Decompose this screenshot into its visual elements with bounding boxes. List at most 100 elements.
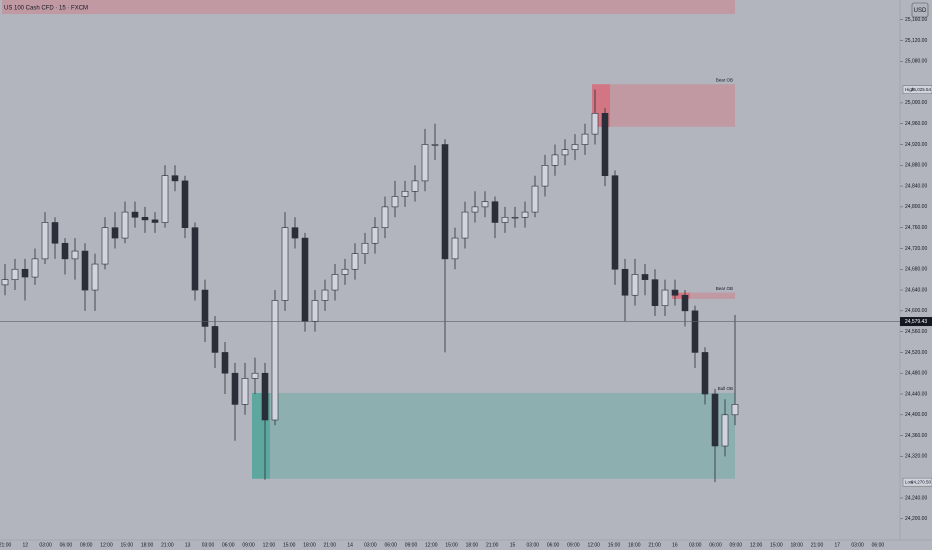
- x-tick-label: 12:00: [750, 542, 763, 548]
- candle-body: [661, 289, 669, 306]
- x-tick-label: 09:00: [730, 542, 743, 548]
- x-tick-label: 09:00: [567, 542, 580, 548]
- zone-label: Bear OB: [716, 286, 733, 291]
- x-tick-label: 12:00: [425, 542, 438, 548]
- zone: [592, 84, 735, 127]
- y-tick-label: 24,400.00: [905, 412, 927, 418]
- candle-body: [491, 201, 499, 223]
- candle-body: [301, 237, 309, 322]
- candle-body: [691, 310, 699, 353]
- zone: [672, 292, 735, 299]
- x-tick-label: 03:00: [364, 542, 377, 548]
- y-tick-label: 24,800.00: [905, 204, 927, 210]
- x-tick-label: 06:00: [547, 542, 560, 548]
- candle-body: [1, 279, 9, 286]
- candle-body: [421, 144, 429, 182]
- x-tick-label: 21:00: [811, 542, 824, 548]
- x-tick-label: 21:00: [161, 542, 174, 548]
- candle-body: [151, 219, 159, 223]
- x-tick-label: 14: [347, 542, 353, 548]
- candle-body: [581, 133, 589, 145]
- y-tick-label: 24,920.00: [905, 142, 927, 148]
- zone-origin: [672, 292, 690, 299]
- x-tick-label: 12: [23, 542, 29, 548]
- x-tick-label: 12:00: [100, 542, 113, 548]
- y-tick-label: 25,120.00: [905, 38, 927, 44]
- y-tick-label: 24,720.00: [905, 246, 927, 252]
- y-tick-label: 24,960.00: [905, 121, 927, 127]
- marker-name: High: [905, 87, 915, 92]
- candle-body: [621, 268, 629, 296]
- candle-body: [521, 211, 529, 218]
- candle-body: [541, 164, 549, 187]
- currency[interactable]: USD: [914, 8, 927, 14]
- candle-body: [441, 144, 449, 260]
- candle-body: [531, 185, 539, 213]
- candle-body: [461, 211, 469, 239]
- candle-body: [221, 352, 229, 374]
- candle-body: [551, 154, 559, 166]
- candle-body: [211, 326, 219, 353]
- marker-label: 24,270.50: [911, 479, 932, 484]
- candle-body: [111, 227, 119, 239]
- y-tick-label: 25,160.00: [905, 17, 927, 23]
- y-tick-label: 24,560.00: [905, 329, 927, 335]
- price-tag-label: 24,579.43: [905, 319, 927, 325]
- x-tick-label: 12:00: [263, 542, 276, 548]
- candle-body: [471, 206, 479, 213]
- candle-body: [181, 180, 189, 228]
- candle-body: [451, 237, 459, 260]
- candle-body: [681, 294, 689, 312]
- candle-body: [31, 258, 39, 278]
- candle-body: [591, 113, 599, 135]
- x-tick-label: 06:00: [60, 542, 73, 548]
- candle-body: [361, 242, 369, 254]
- zone: [252, 392, 735, 479]
- candle-body: [281, 227, 289, 301]
- candle-body: [721, 414, 729, 447]
- y-tick-label: 25,000.00: [905, 100, 927, 106]
- y-tick-label: 24,640.00: [905, 287, 927, 293]
- x-tick-label: 15:00: [283, 542, 296, 548]
- candle-body: [61, 242, 69, 260]
- candle-body: [81, 250, 89, 291]
- x-tick-label: 03:00: [39, 542, 52, 548]
- zone-label: Bull OB: [718, 386, 733, 391]
- x-tick-label: 18:00: [303, 542, 316, 548]
- candle-body: [241, 378, 249, 405]
- x-tick-label: 17: [835, 542, 841, 548]
- x-tick-label: 21:00: [324, 542, 337, 548]
- marker-name: Low: [905, 479, 914, 484]
- candle-body: [171, 175, 179, 182]
- candle-body: [711, 393, 719, 447]
- x-tick-label: 21:00: [486, 542, 499, 548]
- candle-body: [511, 216, 519, 219]
- x-tick-label: 13: [185, 542, 191, 548]
- candle-body: [401, 190, 409, 197]
- candle-body: [321, 289, 329, 301]
- x-tick-label: 21:00: [0, 542, 11, 548]
- candle-body: [411, 180, 419, 192]
- candle-body: [201, 289, 209, 327]
- marker-tag: [902, 85, 932, 94]
- candle-body: [261, 372, 269, 421]
- y-tick-label: 24,520.00: [905, 350, 927, 356]
- y-tick-label: 24,480.00: [905, 371, 927, 377]
- chart-title: US 100 Cash CFD · 15 · FXCM: [4, 6, 88, 12]
- x-tick-label: 18:00: [790, 542, 803, 548]
- candle-body: [51, 222, 59, 244]
- y-tick-label: 24,680.00: [905, 267, 927, 273]
- candle-body: [11, 268, 19, 280]
- candle-body: [371, 227, 379, 244]
- y-tick-label: 24,760.00: [905, 225, 927, 231]
- candle-body: [641, 274, 649, 280]
- currency-box[interactable]: [911, 2, 929, 18]
- x-tick-label: 21:00: [648, 542, 661, 548]
- price-tag: [900, 317, 932, 327]
- x-tick-label: 18:00: [628, 542, 641, 548]
- x-tick-label: 15: [510, 542, 516, 548]
- x-tick-label: 09:00: [80, 542, 93, 548]
- candle-body: [381, 206, 389, 228]
- y-tick-label: 25,080.00: [905, 59, 927, 65]
